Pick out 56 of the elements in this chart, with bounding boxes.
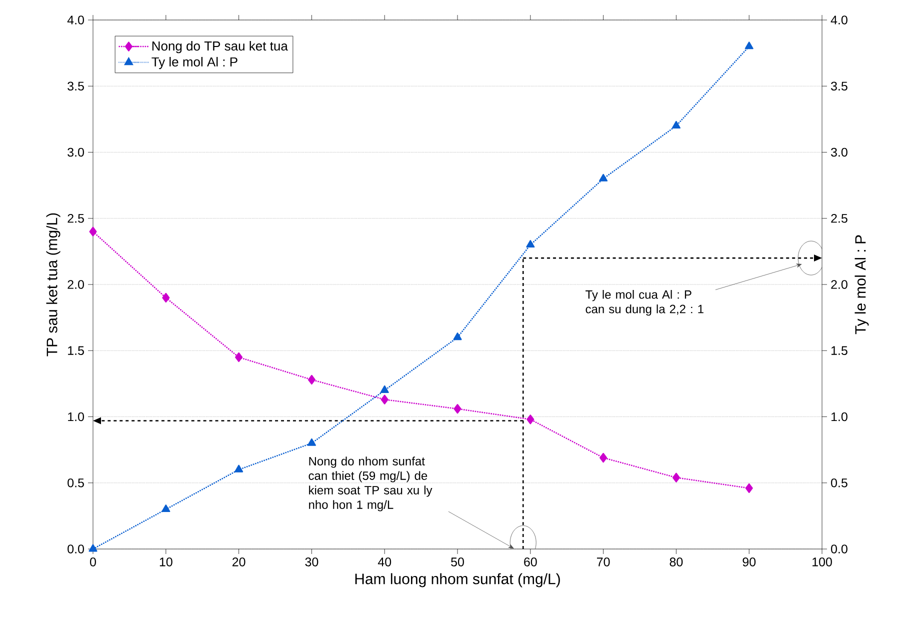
- point: [380, 385, 389, 394]
- x-tick-label: 40: [378, 558, 392, 566]
- y2-tick-label: 0.5: [831, 478, 848, 488]
- y2-tick-label: 1.5: [831, 346, 848, 355]
- y-tick-label: 2.5: [68, 214, 84, 223]
- y-tick-label: 3.5: [68, 82, 84, 91]
- x-tick-label: 30: [305, 558, 318, 566]
- x-tick-label: 70: [596, 558, 610, 566]
- y2-tick-label: 1.0: [831, 412, 848, 422]
- point: [88, 544, 98, 552]
- point: [600, 452, 608, 463]
- y-axis-title: TP sau ket tua (mg/L): [46, 213, 60, 356]
- y-tick-label: 1.0: [68, 412, 84, 422]
- y2-tick-label: 3.0: [831, 148, 848, 157]
- x-tick-label: 100: [812, 558, 832, 566]
- point: [672, 472, 680, 482]
- annotation: Ty le mol cua Al : P can su dung la 2,2 : 1: [586, 290, 704, 316]
- point: [672, 120, 680, 129]
- y2-tick-label: 3.5: [831, 82, 848, 91]
- y2-tick-label: 2.5: [831, 214, 848, 223]
- x-axis-title: Ham luong nhom sunfat (mg/L): [355, 573, 560, 588]
- point: [599, 174, 608, 182]
- point: [454, 404, 462, 414]
- legend-label: Ty le mol Al : P: [152, 56, 238, 70]
- annotation: Nong do nhom sunfat can thiet (59 mg/L) de kiem soat TP sau xu ly nho hon 1 mg/L: [308, 456, 432, 512]
- point: [380, 394, 388, 404]
- y-tick-label: 3.0: [68, 148, 84, 157]
- y2-tick-label: 0.0: [831, 544, 848, 554]
- point: [235, 352, 243, 362]
- y2-axis-title: Ty le mol Al : P: [854, 235, 869, 334]
- y-tick-label: 0.0: [68, 544, 84, 554]
- x-tick-label: 80: [670, 558, 683, 566]
- x-tick-label: 90: [742, 558, 756, 566]
- y2-tick-label: 4.0: [830, 16, 848, 24]
- x-tick-label: 60: [524, 558, 537, 566]
- point: [162, 292, 170, 303]
- point: [453, 332, 462, 340]
- point: [526, 414, 534, 424]
- point: [744, 42, 754, 50]
- point: [162, 504, 170, 512]
- x-tick-label: 50: [451, 558, 464, 566]
- y2-tick-label: 2.0: [831, 280, 848, 289]
- point: [89, 226, 97, 236]
- x-tick-label: 10: [160, 558, 172, 566]
- x-tick-label: 0: [90, 558, 96, 566]
- y-tick-label: 1.5: [68, 346, 84, 355]
- point: [526, 240, 535, 248]
- legend-label: Nong do TP sau ket tua: [152, 41, 288, 54]
- point: [234, 464, 244, 472]
- x-tick-label: 20: [232, 558, 246, 566]
- point: [307, 438, 316, 446]
- point: [745, 483, 753, 493]
- y-tick-label: 2.0: [68, 280, 84, 289]
- y-tick-label: 4.0: [67, 16, 84, 24]
- point: [308, 374, 316, 385]
- y-tick-label: 0.5: [68, 478, 84, 488]
